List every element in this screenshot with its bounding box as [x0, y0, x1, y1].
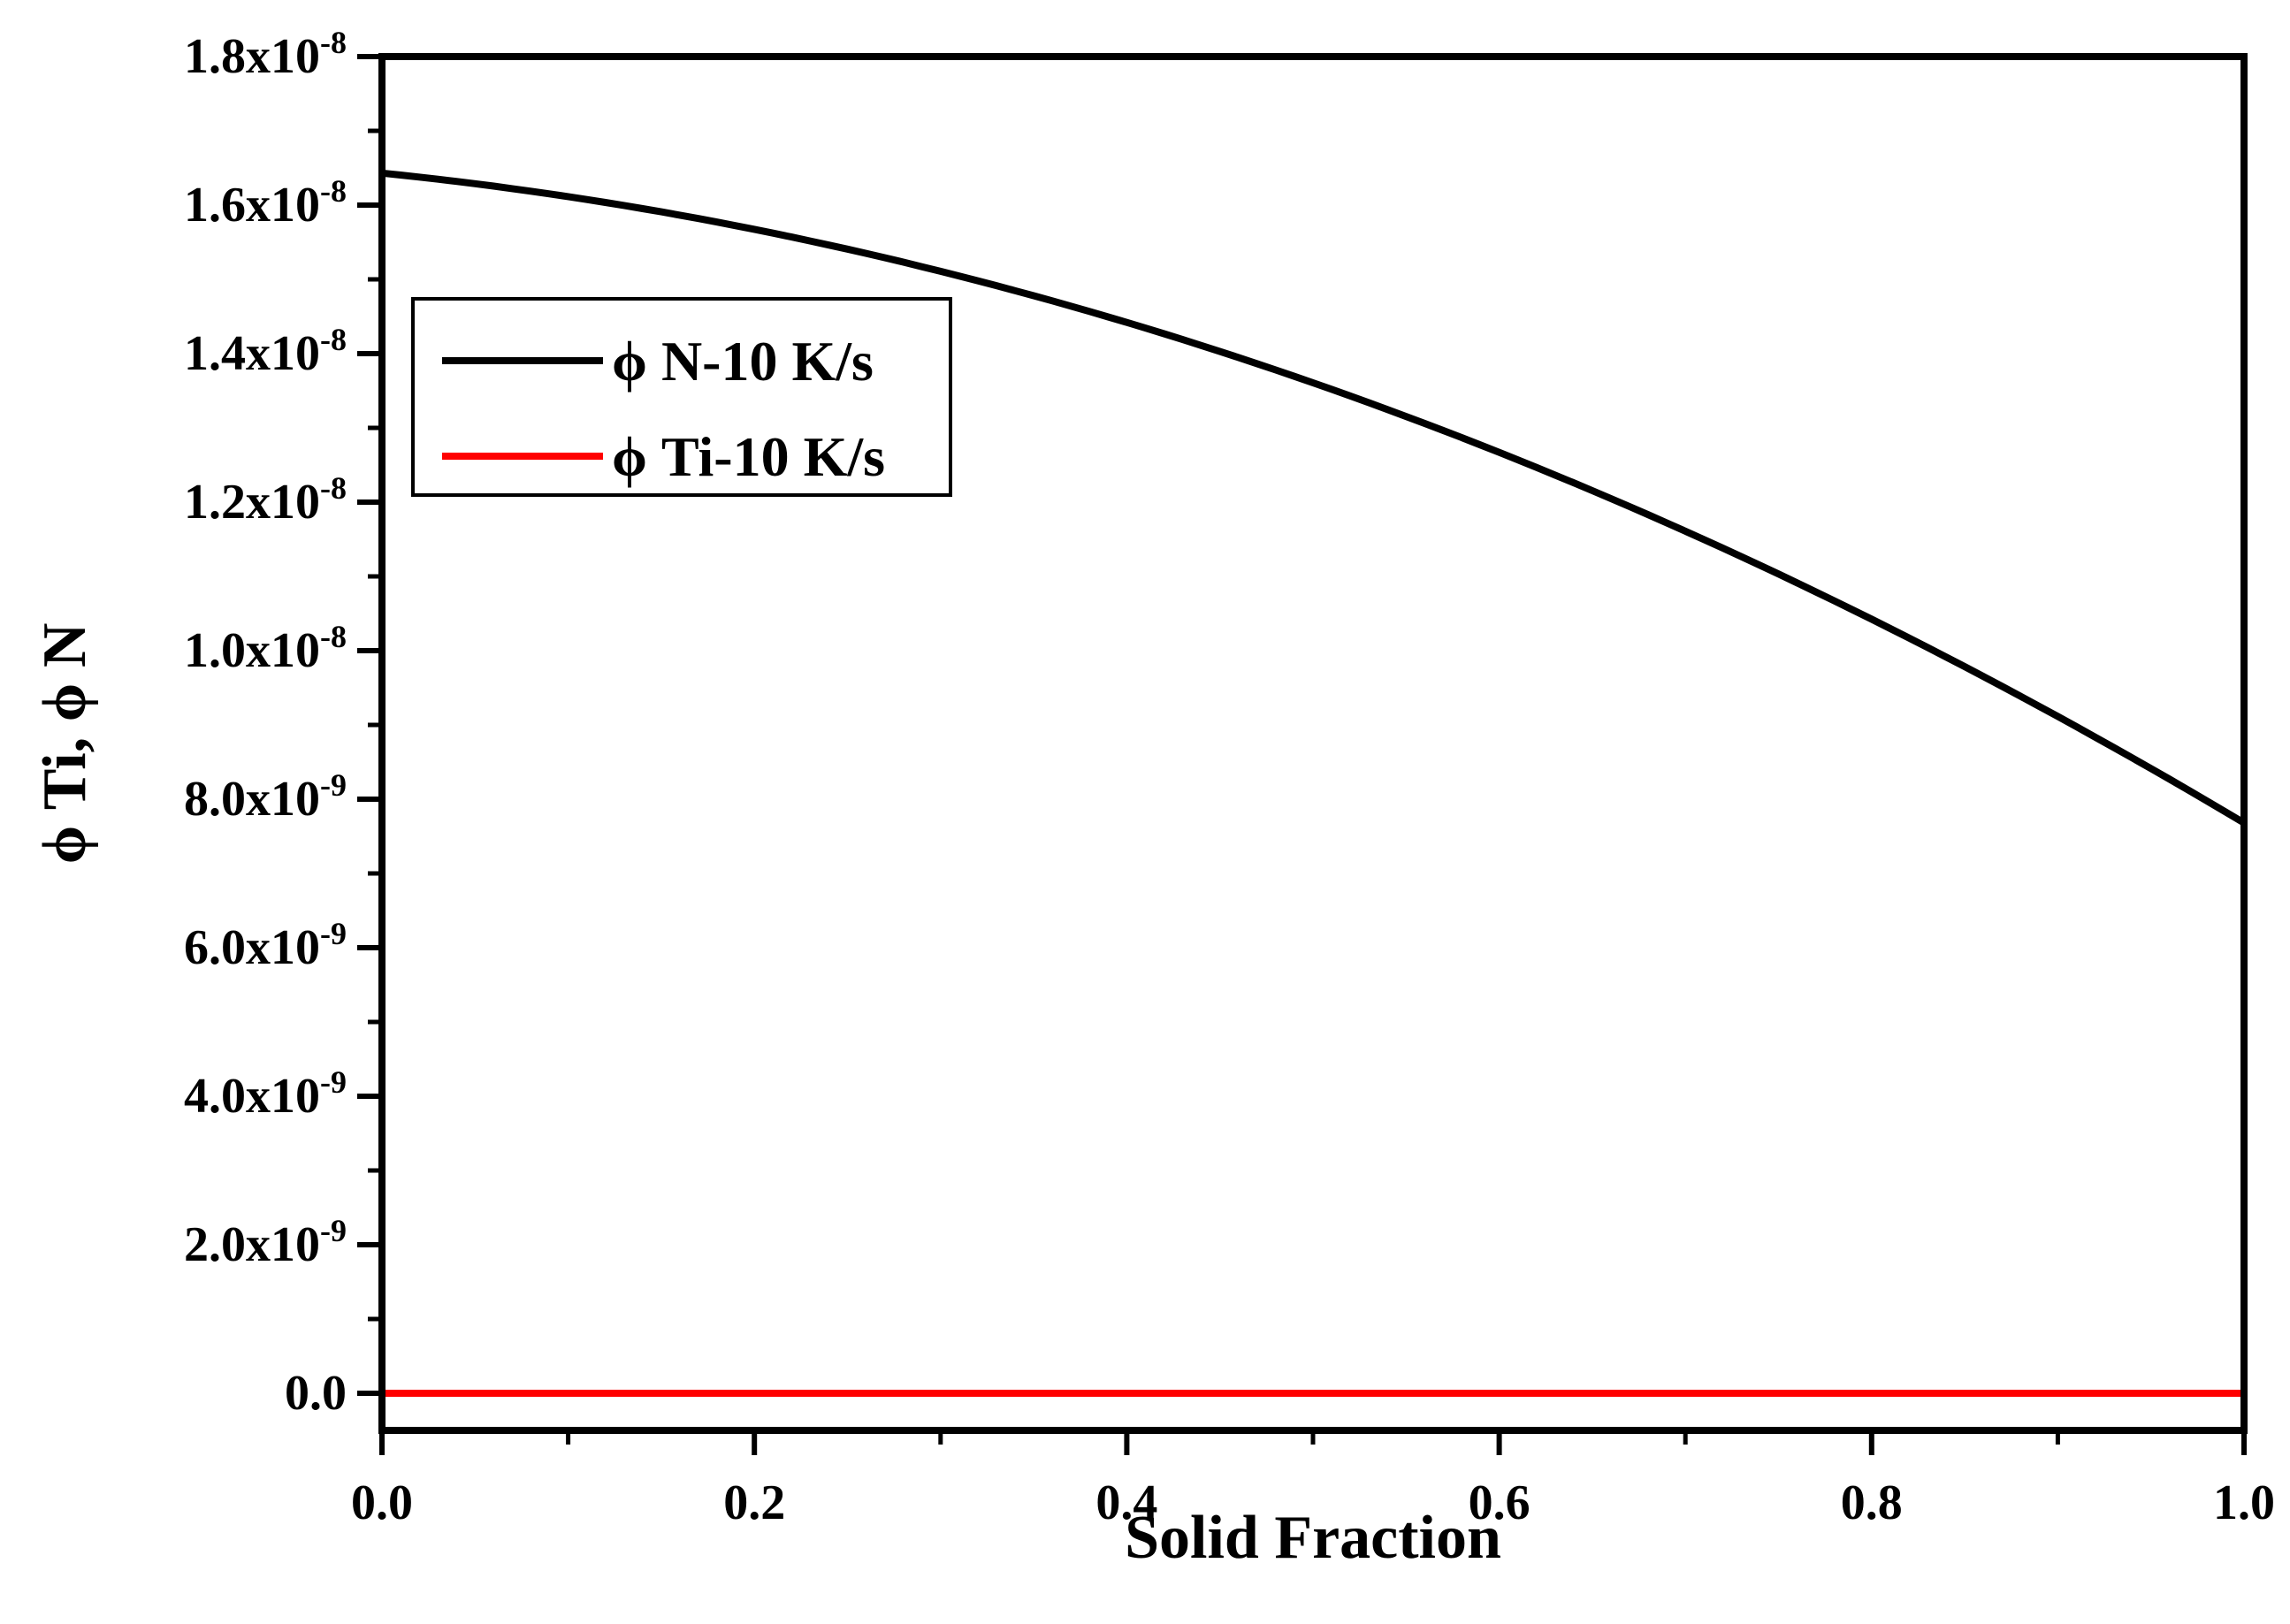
y-tick-mantissa: 6.0x10 [184, 920, 320, 975]
legend: ϕ N-10 K/s ϕ Ti-10 K/s [411, 297, 952, 497]
y-tick-label: 2.0x10-9 [184, 1213, 347, 1272]
x-tick-label: 0.6 [1469, 1475, 1530, 1530]
y-tick-label: 1.2x10-8 [184, 470, 347, 530]
y-tick-label: 8.0x10-9 [184, 767, 347, 827]
y-tick-mantissa: 4.0x10 [184, 1069, 320, 1124]
y-tick-mantissa: 2.0x10 [184, 1217, 320, 1272]
y-tick-exponent: -9 [320, 916, 347, 951]
x-axis-label: Solid Fraction [1125, 1504, 1501, 1572]
legend-label-n: ϕ N-10 K/s [612, 330, 874, 393]
y-tick-label: 1.0x10-8 [184, 619, 347, 678]
y-axis-title: ϕ Ti, ϕ N [31, 623, 99, 865]
y-tick-mantissa: 8.0x10 [184, 772, 320, 827]
legend-label-ti: ϕ Ti-10 K/s [612, 425, 885, 488]
y-tick-label: 4.0x10-9 [184, 1064, 347, 1124]
x-tick-label: 0.8 [1841, 1475, 1903, 1530]
x-tick-label: 0.0 [351, 1475, 413, 1530]
plot-frame [378, 53, 2248, 1434]
legend-box [411, 297, 952, 497]
y-tick-exponent: -8 [320, 619, 347, 654]
y-tick-label: 6.0x10-9 [184, 916, 347, 975]
y-tick-exponent: -9 [320, 767, 347, 803]
y-tick-exponent: -9 [320, 1064, 347, 1100]
series-line-0 [381, 169, 2247, 827]
x-tick-label: 0.2 [723, 1475, 785, 1530]
y-tick-mantissa: 1.0x10 [184, 623, 320, 678]
x-tick-label: 0.4 [1095, 1475, 1157, 1530]
y-tick-label: 1.8x10-8 [184, 25, 347, 84]
y-tick-exponent: -9 [320, 1213, 347, 1248]
x-tick-label: 1.0 [2213, 1475, 2275, 1530]
y-tick-mantissa: 1.2x10 [184, 475, 320, 530]
y-tick-label: 1.4x10-8 [184, 322, 347, 381]
y-tick-mantissa: 1.8x10 [184, 29, 320, 84]
x-axis-title: Solid Fraction [1125, 1504, 1501, 1572]
tick-labels: 0.0 0.2 0.4 0.6 0.8 1.00.02.0x10-94.0x10-96.0… [184, 25, 2275, 1530]
y-tick-exponent: -8 [320, 173, 347, 209]
y-tick-exponent: -8 [320, 470, 347, 506]
y-tick-mantissa: 0.0 [285, 1366, 347, 1421]
y-tick-mantissa: 1.6x10 [184, 178, 320, 233]
y-axis-label: ϕ Ti, ϕ N [31, 623, 99, 865]
y-tick-exponent: -8 [320, 25, 347, 60]
ticks [357, 54, 2247, 1455]
y-tick-exponent: -8 [320, 322, 347, 357]
series-lines [381, 169, 2247, 1397]
y-tick-mantissa: 1.4x10 [184, 326, 320, 381]
y-tick-label: 0.0 [285, 1366, 347, 1421]
y-tick-label: 1.6x10-8 [184, 173, 347, 233]
